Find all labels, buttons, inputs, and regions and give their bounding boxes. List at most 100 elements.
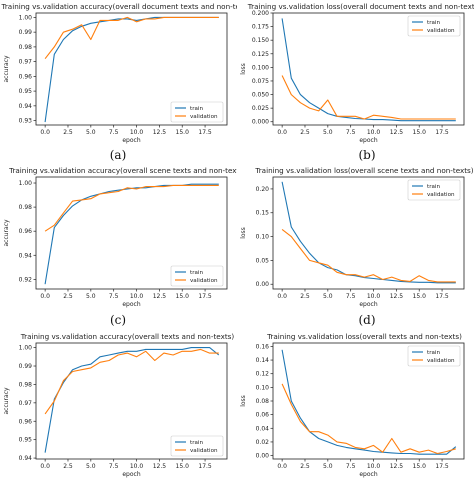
y-tick-label: 0.050 (252, 92, 269, 99)
x-tick-label: 7.5 (346, 293, 356, 300)
y-tick-label: 0.93 (19, 118, 33, 125)
x-tick-label: 2.5 (300, 129, 310, 136)
chart-title: Training vs.validation loss(overall text… (266, 332, 462, 341)
series-line-validation (44, 184, 219, 232)
x-tick-label: 17.5 (435, 293, 449, 300)
x-axis-label: epoch (359, 471, 377, 478)
x-tick-label: 10.0 (130, 293, 144, 300)
x-tick-label: 0.0 (277, 293, 287, 300)
y-tick-label: 0.94 (19, 455, 33, 462)
y-tick-label: 0.96 (19, 228, 33, 235)
x-tick-label: 12.5 (153, 293, 167, 300)
chart-panel-f: Training vs.validation loss(overall text… (237, 330, 474, 482)
legend-box (407, 15, 461, 37)
x-tick-label: 10.0 (367, 129, 381, 136)
chart-panel-b: Training vs.validation loss(overall docu… (237, 0, 474, 148)
legend-label-train: train (190, 106, 203, 112)
chart-title: Training vs.validation accuracy(overall … (8, 166, 237, 175)
loss-chart-scene: Training vs.validation loss(overall scen… (240, 166, 474, 308)
x-tick-label: 0.0 (40, 129, 50, 136)
y-tick-label: 0.99 (19, 29, 33, 36)
x-tick-label: 17.5 (198, 129, 212, 136)
x-tick-label: 2.5 (300, 463, 310, 470)
x-tick-label: 10.0 (367, 293, 381, 300)
x-tick-label: 5.0 (86, 129, 96, 136)
y-tick-label: 0.10 (256, 234, 270, 241)
x-tick-label: 7.5 (109, 293, 119, 300)
y-tick-label: 0.94 (19, 103, 33, 110)
plot-frame (35, 342, 228, 460)
x-tick-label: 5.0 (323, 129, 333, 136)
series-line-train (44, 347, 220, 453)
plot-frame (272, 12, 465, 126)
series-line-validation (281, 228, 456, 283)
caption-b: (b) (358, 148, 376, 162)
loss-chart-overall: Training vs.validation loss(overall text… (240, 332, 465, 478)
legend-box (407, 179, 461, 201)
accuracy-chart-document: Training vs.validation accuracy(overall … (1, 2, 237, 144)
x-tick-label: 10.0 (130, 129, 144, 136)
y-axis-label: loss (240, 63, 247, 75)
x-tick-label: 17.5 (435, 463, 449, 470)
x-axis-label: epoch (359, 301, 377, 308)
y-tick-label: 0.125 (252, 51, 269, 58)
y-tick-label: 0.12 (256, 371, 270, 378)
y-tick-label: 1.00 (19, 345, 33, 352)
y-tick-label: 0.02 (256, 439, 270, 446)
legend-label-train: train (427, 184, 440, 190)
x-tick-label: 0.0 (277, 129, 287, 136)
x-axis-label: epoch (359, 137, 377, 144)
y-tick-label: 0.00 (256, 281, 270, 288)
x-tick-label: 15.0 (413, 463, 427, 470)
y-tick-label: 0.95 (19, 88, 33, 95)
y-tick-label: 0.15 (256, 210, 270, 217)
y-tick-label: 0.98 (19, 381, 33, 388)
chart-title: Training vs.validation accuracy(overall … (20, 332, 235, 341)
plot-frame (35, 12, 228, 126)
y-tick-label: 0.14 (256, 357, 270, 364)
caption-c: (c) (109, 313, 127, 327)
y-tick-label: 0.075 (252, 78, 269, 85)
x-tick-label: 10.0 (367, 463, 381, 470)
x-tick-label: 0.0 (40, 293, 50, 300)
x-tick-label: 17.5 (435, 129, 449, 136)
x-tick-label: 2.5 (63, 463, 73, 470)
y-axis-label: accuracy (3, 55, 10, 83)
x-tick-label: 12.5 (390, 293, 404, 300)
x-tick-label: 12.5 (390, 129, 404, 136)
legend-label-validation: validation (427, 28, 455, 34)
plot-frame (272, 176, 465, 290)
legend-box (170, 101, 224, 123)
x-tick-label: 0.0 (277, 463, 287, 470)
series-line-validation (281, 75, 456, 120)
y-tick-label: 1.00 (19, 180, 33, 187)
x-tick-label: 12.5 (153, 129, 167, 136)
x-tick-label: 5.0 (323, 293, 333, 300)
legend-label-train: train (427, 350, 440, 356)
x-tick-label: 2.5 (63, 293, 73, 300)
series-line-train (281, 181, 456, 284)
y-tick-label: 0.97 (19, 400, 33, 407)
y-tick-label: 0.96 (19, 73, 33, 80)
chart-panel-e: Training vs.validation accuracy(overall … (0, 330, 237, 482)
y-tick-label: 0.95 (19, 437, 33, 444)
x-tick-label: 15.0 (176, 129, 190, 136)
y-tick-label: 0.20 (256, 186, 270, 193)
x-tick-label: 5.0 (86, 293, 96, 300)
series-line-train (281, 349, 457, 455)
legend-label-validation: validation (427, 358, 455, 364)
legend-label-validation: validation (190, 448, 218, 454)
chart-panel-a: Training vs.validation accuracy(overall … (0, 0, 237, 148)
legend-label-train: train (190, 270, 203, 276)
x-tick-label: 5.0 (323, 463, 333, 470)
accuracy-chart-scene: Training vs.validation accuracy(overall … (3, 166, 237, 308)
y-tick-label: 0.99 (19, 363, 33, 370)
x-axis-label: epoch (122, 471, 140, 478)
x-tick-label: 17.5 (198, 293, 212, 300)
x-tick-label: 15.0 (413, 293, 427, 300)
series-line-train (281, 18, 456, 122)
y-tick-label: 0.150 (252, 37, 269, 44)
x-tick-label: 12.5 (390, 463, 404, 470)
legend-box (170, 435, 224, 457)
chart-title: Training vs.validation loss(overall docu… (247, 2, 474, 11)
